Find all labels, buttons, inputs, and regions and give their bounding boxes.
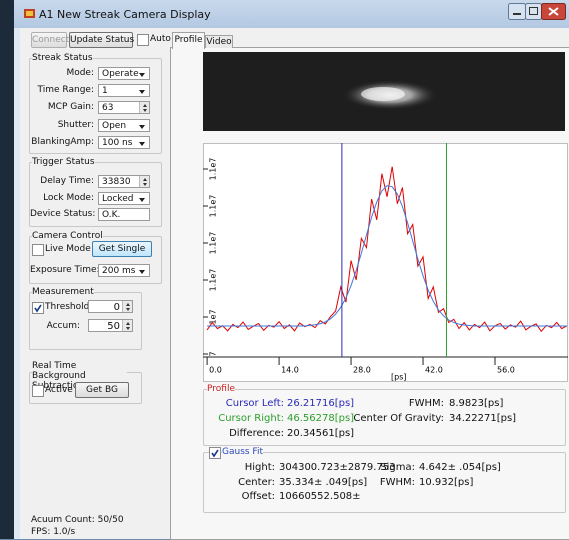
field-value: 20.34561[ps]	[287, 428, 354, 439]
x-axis-label: [ps]	[391, 373, 407, 382]
field-value: 100 ns	[102, 138, 132, 148]
x-tick-label: 28.0	[353, 366, 371, 375]
get-single-button[interactable]: Get Single	[92, 241, 152, 257]
group-title: Gauss Fit	[222, 447, 263, 457]
group-title: Trigger Status	[32, 157, 95, 167]
active-label: Active	[45, 385, 73, 395]
delay-time-spinner[interactable]: 33830	[98, 175, 150, 188]
profile-chart: 7 1e7 1.1e7 1.1e7 1.1e7 1.1e7 0.0 14.0 28.0 42.0 5…	[203, 143, 569, 383]
exposure-time-dropdown[interactable]: 200 ms	[98, 264, 150, 277]
accum-count: Acuum Count: 50/50	[31, 515, 124, 525]
field-value: O.K.	[102, 210, 120, 220]
y-tick-label: 1.1e7	[209, 269, 218, 292]
field-label: Device Status:	[30, 209, 94, 219]
y-tick-label: 7	[209, 351, 218, 356]
field-value: 33830	[102, 177, 131, 187]
field-label: FWHM:	[360, 398, 444, 409]
field-label: Sigma:	[360, 462, 415, 473]
device-status-field: O.K.	[98, 208, 150, 221]
gauss-fit-checkbox[interactable]	[209, 447, 221, 459]
field-value: 200 ms	[102, 266, 136, 276]
field-value: 10.932[ps]	[419, 477, 473, 488]
lock-mode-dropdown[interactable]: Locked	[98, 192, 150, 205]
y-tick-label: 1e7	[209, 309, 218, 324]
field-value: 0	[114, 302, 120, 313]
x-tick-label: 42.0	[425, 366, 443, 375]
blanking-amp-dropdown[interactable]: 100 ns	[98, 136, 150, 149]
window-buttons[interactable]	[508, 3, 566, 22]
field-label: MCP Gain:	[30, 102, 94, 112]
y-tick-label: 1.1e7	[209, 195, 218, 218]
field-label: Mode:	[30, 68, 94, 78]
active-checkbox[interactable]	[32, 385, 44, 397]
x-tick-label: 0.0	[209, 366, 222, 375]
field-value: 34.22271[ps]	[449, 413, 516, 424]
field-label: Cursor Right:	[200, 413, 284, 424]
field-label: Difference:	[200, 428, 284, 439]
threshold-checkbox[interactable]	[32, 302, 44, 314]
auto-checkbox[interactable]	[137, 34, 149, 46]
field-value: 50	[107, 321, 120, 332]
field-label: Hight:	[210, 462, 275, 473]
field-value: Open	[102, 121, 126, 131]
field-label: FWHM:	[360, 477, 415, 488]
field-value: 10660552.508±	[279, 491, 361, 502]
field-value: 4.642± .054[ps]	[419, 462, 501, 473]
update-status-button[interactable]: Update Status	[69, 32, 133, 48]
live-mode-label: Live Mode	[45, 244, 91, 254]
field-label: Lock Mode:	[30, 193, 94, 203]
field-value: 35.334± .049[ps]	[279, 477, 367, 488]
mcp-gain-spinner[interactable]: 63	[98, 101, 150, 114]
shutter-dropdown[interactable]: Open	[98, 119, 150, 132]
field-label: Cursor Left:	[200, 398, 284, 409]
tab[interactable]: Video	[205, 35, 233, 48]
field-label: Center Of Gravity:	[340, 413, 444, 424]
get-bg-button[interactable]: Get BG	[75, 382, 129, 398]
field-label: Shutter:	[30, 120, 94, 130]
app-icon	[24, 7, 36, 19]
streak-image	[203, 52, 565, 131]
group-title: Measurement	[32, 287, 94, 297]
mode-dropdown[interactable]: Operate	[98, 67, 150, 80]
field-label: Offset:	[210, 491, 275, 502]
fps: FPS: 1.0/s	[31, 527, 75, 537]
live-mode-checkbox[interactable]	[32, 244, 44, 256]
plot-area	[204, 144, 568, 382]
field-value: Operate	[102, 69, 139, 79]
field-label: BlankingAmp:	[30, 137, 94, 147]
group-title: Profile	[207, 384, 235, 394]
accum-spinner[interactable]: 50	[88, 319, 133, 332]
desktop-edge	[0, 0, 14, 539]
auto-label: Auto	[150, 34, 171, 44]
threshold-label: Threshold	[45, 302, 89, 312]
tab[interactable]: Profile	[172, 32, 205, 49]
group-title: Streak Status	[32, 53, 93, 63]
field-label: Accum:	[30, 321, 80, 331]
field-label: Exposure Time:	[30, 265, 94, 275]
threshold-spinner[interactable]: 0	[88, 300, 133, 313]
time-range-dropdown[interactable]: 1	[98, 84, 150, 97]
x-tick-label: 56.0	[497, 366, 515, 375]
y-tick-label: 1.1e7	[209, 158, 218, 181]
field-value: 8.9823[ps]	[449, 398, 503, 409]
y-tick-label: 1.1e7	[209, 232, 218, 255]
field-label: Delay Time:	[30, 176, 94, 186]
field-label: Center:	[210, 477, 275, 488]
field-value: Locked	[102, 194, 133, 204]
screen: A1 New Streak Camera Display Connect Upd…	[0, 0, 569, 539]
field-value: 26.21716[ps]	[287, 398, 354, 409]
group-title: Camera Control	[32, 231, 103, 241]
field-label: Time Range:	[30, 85, 94, 95]
field-value: 63	[102, 103, 113, 113]
window-title: A1 New Streak Camera Display	[39, 8, 211, 21]
field-value: 1	[102, 86, 108, 96]
connect-button[interactable]: Connect	[31, 32, 67, 48]
x-tick-label: 14.0	[281, 366, 299, 375]
